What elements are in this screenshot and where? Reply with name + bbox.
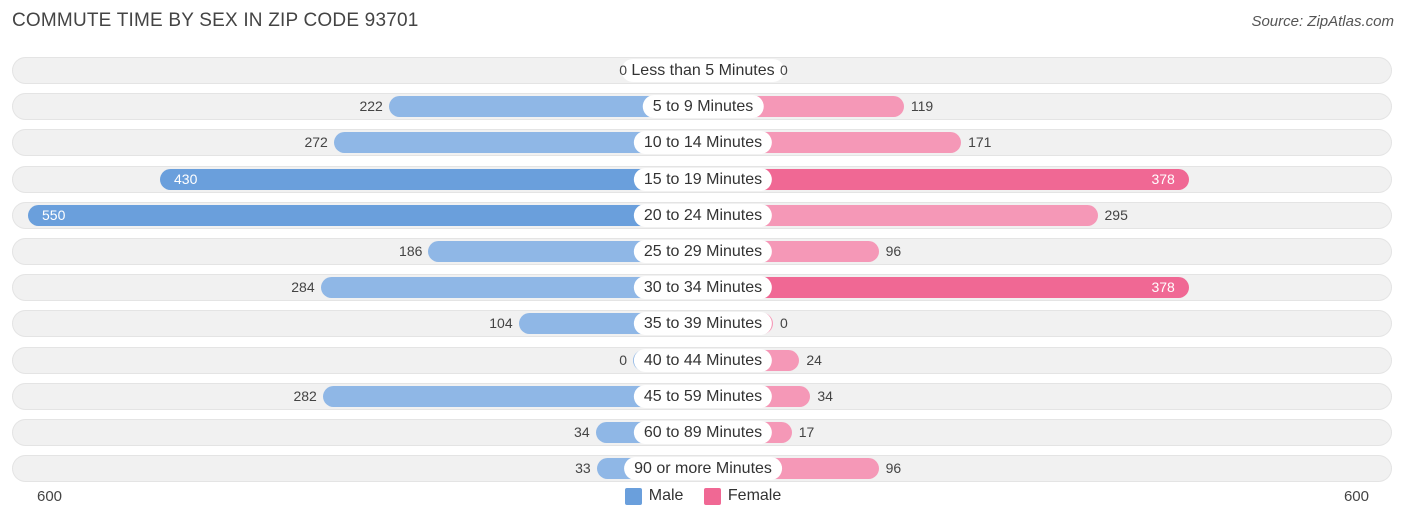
value-female: 34 — [817, 388, 833, 404]
category-label: 10 to 14 Minutes — [633, 131, 773, 154]
legend-item-male: Male — [624, 487, 684, 505]
value-male: 0 — [619, 62, 627, 78]
legend-label-female: Female — [727, 487, 782, 504]
legend-label-male: Male — [648, 487, 684, 504]
axis-label-right: 600 — [1343, 488, 1369, 505]
value-female: 24 — [806, 352, 822, 368]
bar-male — [320, 277, 703, 298]
value-female: 171 — [968, 134, 992, 150]
category-label: 15 to 19 Minutes — [633, 168, 773, 191]
category-label: 25 to 29 Minutes — [633, 240, 773, 263]
value-female: 96 — [885, 243, 902, 259]
value-male: 272 — [304, 134, 328, 150]
bar-female — [703, 205, 1098, 226]
value-male: 430 — [174, 171, 198, 187]
value-male: 222 — [359, 98, 383, 114]
bar-female — [703, 169, 1189, 190]
legend-item-female: Female — [703, 487, 782, 505]
category-label: 60 to 89 Minutes — [633, 421, 773, 444]
category-label: 40 to 44 Minutes — [633, 349, 773, 372]
legend-swatch-male — [624, 487, 642, 505]
value-male: 0 — [619, 352, 627, 368]
bar-female — [703, 277, 1189, 298]
category-label: 45 to 59 Minutes — [633, 385, 773, 408]
axis-label-left: 600 — [37, 488, 63, 505]
category-label: Less than 5 Minutes — [621, 59, 785, 82]
value-female: 0 — [780, 315, 788, 331]
value-female: 96 — [885, 460, 902, 476]
value-male: 284 — [291, 279, 315, 295]
category-label: 5 to 9 Minutes — [642, 95, 764, 118]
value-female: 295 — [1104, 207, 1128, 223]
bar-male — [333, 132, 703, 153]
bar-male — [322, 386, 703, 407]
bar-male — [160, 169, 703, 190]
value-female: 378 — [1151, 171, 1175, 187]
value-male: 550 — [42, 207, 66, 223]
value-male: 104 — [489, 315, 513, 331]
value-male: 186 — [399, 243, 423, 259]
chart-title: COMMUTE TIME BY SEX IN ZIP CODE 93701 — [12, 10, 419, 31]
legend: Male Female — [0, 487, 1406, 510]
category-label: 35 to 39 Minutes — [633, 312, 773, 335]
source-label: Source: ZipAtlas.com — [1251, 13, 1394, 30]
value-male: 282 — [293, 388, 317, 404]
legend-swatch-female — [703, 487, 721, 505]
value-female: 378 — [1151, 279, 1175, 295]
value-male: 34 — [574, 424, 590, 440]
bar-male — [388, 96, 703, 117]
bar-male — [28, 205, 703, 226]
value-female: 17 — [798, 424, 815, 440]
category-label: 90 or more Minutes — [624, 457, 782, 480]
category-label: 20 to 24 Minutes — [633, 204, 773, 227]
value-female: 0 — [780, 62, 788, 78]
category-label: 30 to 34 Minutes — [633, 276, 773, 299]
value-female: 119 — [910, 98, 934, 114]
value-male: 33 — [575, 460, 591, 476]
